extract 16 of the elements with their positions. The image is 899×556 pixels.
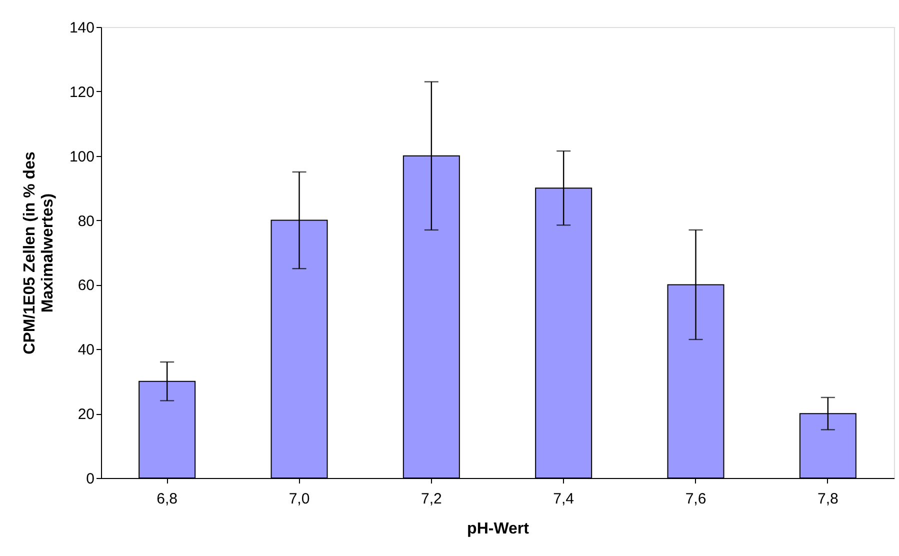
y-tick-label: 80 [78,212,94,230]
x-tick-label: 7,0 [288,490,310,508]
y-tick-label: 120 [69,84,94,101]
x-tick-label: 6,8 [156,490,178,508]
y-tick-label: 140 [69,20,94,36]
y-tick-label: 60 [78,277,94,294]
y-tick-label: 20 [78,406,94,424]
y-tick-label: 0 [86,470,94,488]
x-tick-label: 7,6 [685,490,706,508]
x-axis-title: pH-Wert [467,520,530,538]
x-tick-label: 7,2 [420,490,442,508]
x-tick-label: 7,4 [553,490,574,508]
y-axis-title: CPM/1E05 Zellen (in % des Maximalwertes) [21,152,56,354]
y-tick-label: 40 [78,342,94,359]
x-tick-label: 7,8 [817,490,838,508]
y-tick-label: 100 [69,148,94,166]
